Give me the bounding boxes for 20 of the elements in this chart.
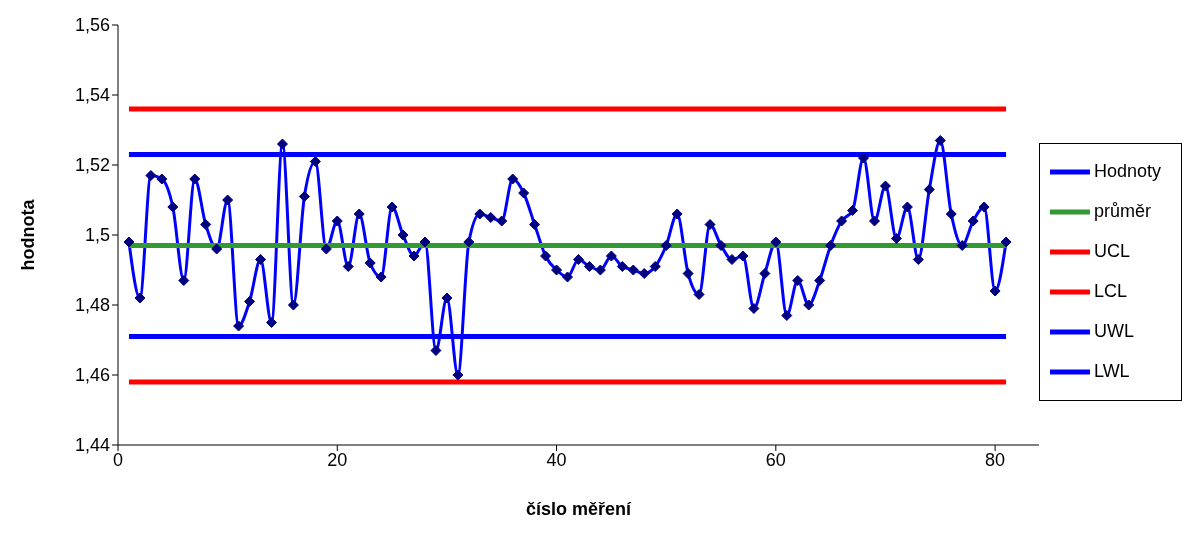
x-tick-label: 60 <box>765 449 786 470</box>
legend-label: LWL <box>1093 360 1130 381</box>
x-axis-title: číslo měření <box>525 499 632 519</box>
y-tick-label: 1,5 <box>84 225 110 246</box>
y-tick-label: 1,52 <box>74 155 110 176</box>
legend-label: průměr <box>1093 200 1151 221</box>
y-axis-title: hodnota <box>18 198 39 271</box>
y-tick-label: 1,54 <box>74 85 110 106</box>
legend-label: LCL <box>1093 280 1127 301</box>
x-tick-label: 40 <box>546 449 567 470</box>
x-tick-label: 0 <box>112 449 124 470</box>
legend-label: UCL <box>1093 240 1130 261</box>
x-tick-label: 80 <box>985 449 1006 470</box>
y-tick-label: 1,48 <box>74 295 110 316</box>
y-tick-label: 1,56 <box>74 15 110 36</box>
x-tick-label: 20 <box>327 449 348 470</box>
y-tick-label: 1,44 <box>74 435 110 456</box>
legend-label: Hodnoty <box>1093 160 1161 181</box>
y-tick-label: 1,46 <box>74 365 110 386</box>
legend-label: UWL <box>1093 320 1134 341</box>
